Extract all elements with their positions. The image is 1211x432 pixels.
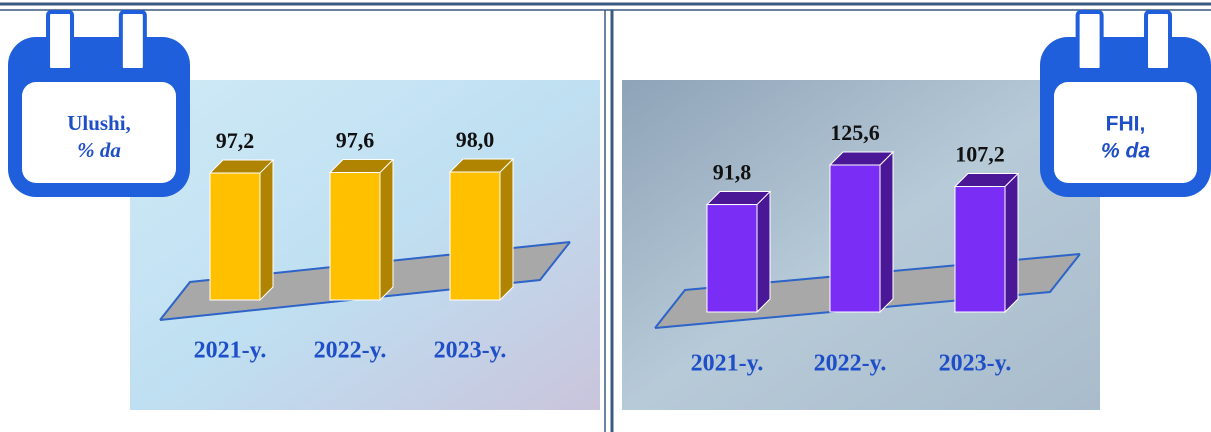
bar [829,164,881,313]
chart-subtitle: % da [1101,140,1150,163]
x-tick-label: 2022-y. [314,338,387,364]
bar [954,186,1006,313]
value-label: 125,6 [830,120,880,145]
x-tick-label: 2022-y. [814,351,887,377]
calendar-face [1054,82,1197,183]
chart-title: FHI, [1106,113,1146,136]
floor-edge [159,241,571,321]
value-label: 97,6 [336,128,375,153]
bar-side [756,190,771,314]
chart-subtitle: % da [77,138,121,162]
value-label: 91,8 [713,160,752,185]
floor-edge [654,253,1081,329]
bar [209,172,261,301]
bar-side [379,158,394,302]
calendar-face [22,82,176,183]
value-label: 107,2 [955,142,1005,167]
bar-side [879,150,894,314]
x-tick-label: 2023-y. [434,338,507,364]
floor-edge [159,241,571,321]
calendar-tab [118,10,147,72]
charts: 97,2 2021-y. 97,6 2022-y. 98,0 2023-y. Ulushi,… [8,10,1211,377]
chart-title: Ulushi, [67,111,131,135]
calendar-tab [1075,10,1104,72]
bar [329,172,381,301]
floor-edge [654,253,1081,329]
bar-side [259,158,274,302]
bar [449,171,501,301]
bar-side [499,157,514,302]
bar-side [1004,172,1019,314]
x-tick-label: 2023-y. [939,351,1012,377]
bar [706,204,758,313]
value-label: 98,0 [456,127,495,152]
calendar-tab [1144,10,1173,72]
value-label: 97,2 [216,128,255,153]
calendar-tab [46,10,75,72]
x-tick-label: 2021-y. [194,338,267,364]
x-tick-label: 2021-y. [691,351,764,377]
